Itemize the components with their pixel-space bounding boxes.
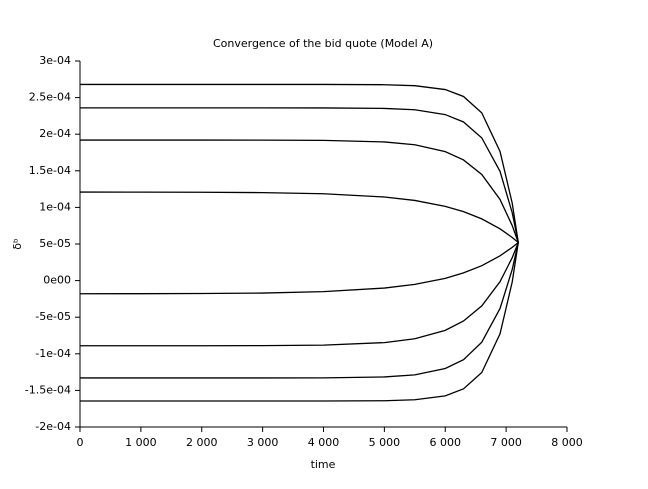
y-tick-label: -5e-05 [35, 310, 71, 323]
line-series [80, 242, 519, 379]
x-tick-label: 2 000 [186, 436, 218, 449]
y-tick-label: 2e-04 [39, 127, 71, 140]
y-axis-label: δᵇ [11, 238, 24, 250]
y-tick-label: 1.5e-04 [29, 164, 71, 177]
y-tick-label: -1e-04 [35, 347, 71, 360]
x-tick-label: 1 000 [125, 436, 157, 449]
x-tick-label: 3 000 [247, 436, 279, 449]
x-tick-label: 4 000 [308, 436, 340, 449]
y-tick-label: 5e-05 [39, 237, 71, 250]
x-tick-label: 5 000 [369, 436, 401, 449]
chart-title: Convergence of the bid quote (Model A) [213, 37, 433, 50]
x-tick-label: 8 000 [551, 436, 583, 449]
x-axis-label: time [311, 458, 336, 471]
x-tick-label: 0 [77, 436, 84, 449]
y-tick-label: -1.5e-04 [25, 383, 71, 396]
x-tick-label: 6 000 [430, 436, 462, 449]
y-tick-label: 3e-04 [39, 54, 71, 67]
y-tick-label: -2e-04 [35, 420, 71, 433]
line-series [79, 191, 519, 244]
x-tick-label: 7 000 [490, 436, 522, 449]
line-series [80, 107, 519, 243]
line-series [80, 83, 519, 243]
y-tick-label: 1e-04 [39, 200, 71, 213]
y-tick-label: 2.5e-04 [29, 91, 71, 104]
line-series [80, 242, 519, 402]
line-series [79, 242, 519, 295]
line-series [80, 242, 519, 347]
y-tick-label: 0e00 [43, 274, 71, 287]
line-series [80, 139, 519, 243]
